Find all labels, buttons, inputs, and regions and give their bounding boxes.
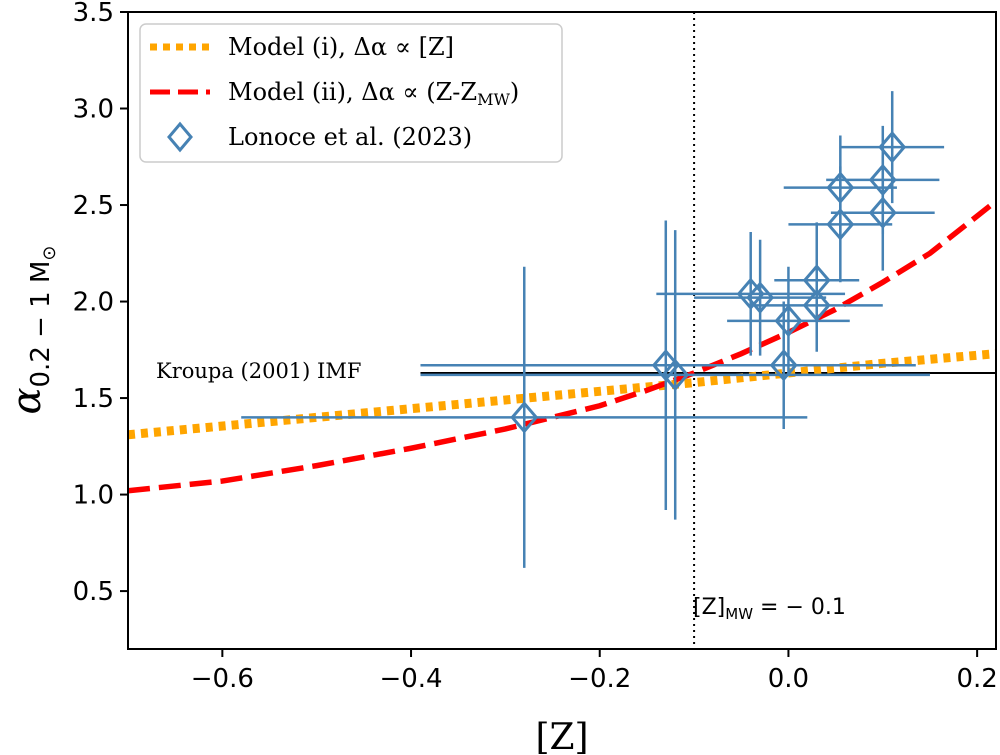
data-point-marker: [736, 277, 765, 311]
legend-box: [139, 23, 563, 163]
legend-label-lonoce: Lonoce et al. (2023): [228, 123, 472, 151]
data-point-marker: [769, 348, 798, 382]
axes: −0.6 −0.4 −0.2 0.0 0.2 0.5 1.0 1.5 2.0 2.5 3.0 3.5: [73, 0, 998, 694]
data-point-marker: [826, 208, 855, 241]
axis-labels: [Z] α0.2 − 1 M⊙: [4, 245, 589, 755]
zmw-label: [Z]MW = − 0.1: [693, 595, 846, 623]
x-tick-label: −0.4: [379, 664, 442, 694]
data-point-marker: [868, 163, 897, 197]
data-points: [241, 91, 945, 568]
y-tick-label: 0.5: [73, 577, 114, 607]
x-tick-label: 0.2: [956, 664, 997, 694]
legend-label-model-ii: Model (ii), Δα ∝ (Z-ZMW): [228, 78, 519, 109]
plot-area: [128, 12, 996, 649]
model-ii-line: [128, 199, 996, 494]
data-point-marker: [802, 289, 831, 322]
y-tick-label: 1.0: [73, 481, 114, 511]
y-tick-label: 1.5: [73, 384, 114, 414]
y-axis-label: α0.2 − 1 M⊙: [4, 245, 60, 414]
plot-frame: [127, 11, 997, 650]
x-axis-label: [Z]: [535, 717, 588, 755]
x-tick-label: −0.6: [191, 664, 254, 694]
legend-label-model-i: Model (i), Δα ∝ [Z]: [228, 33, 454, 61]
y-tick-label: 3.5: [73, 0, 114, 28]
data-point-marker: [510, 401, 539, 434]
x-tick-label: 0.0: [768, 664, 809, 694]
data-point-marker: [878, 130, 907, 164]
data-point-marker: [774, 304, 803, 338]
y-tick-label: 3.0: [73, 95, 114, 125]
legend-swatch-lonoce: [167, 121, 193, 153]
x-tick-label: −0.2: [568, 664, 631, 694]
data-point-marker: [802, 264, 831, 297]
legend: Model (i), Δα ∝ [Z] Model (ii), Δα ∝ (Z-…: [139, 23, 563, 163]
annotations: Kroupa (2001) IMF [Z]MW = − 0.1: [156, 359, 846, 623]
data-point-marker: [868, 196, 897, 230]
data-point-marker: [826, 171, 855, 204]
data-point-marker: [661, 358, 690, 392]
kroupa-label: Kroupa (2001) IMF: [156, 359, 361, 383]
y-tick-label: 2.0: [73, 288, 114, 318]
y-tick-label: 2.5: [73, 191, 114, 221]
data-point-marker: [746, 281, 775, 314]
model-i-line: [128, 349, 996, 440]
